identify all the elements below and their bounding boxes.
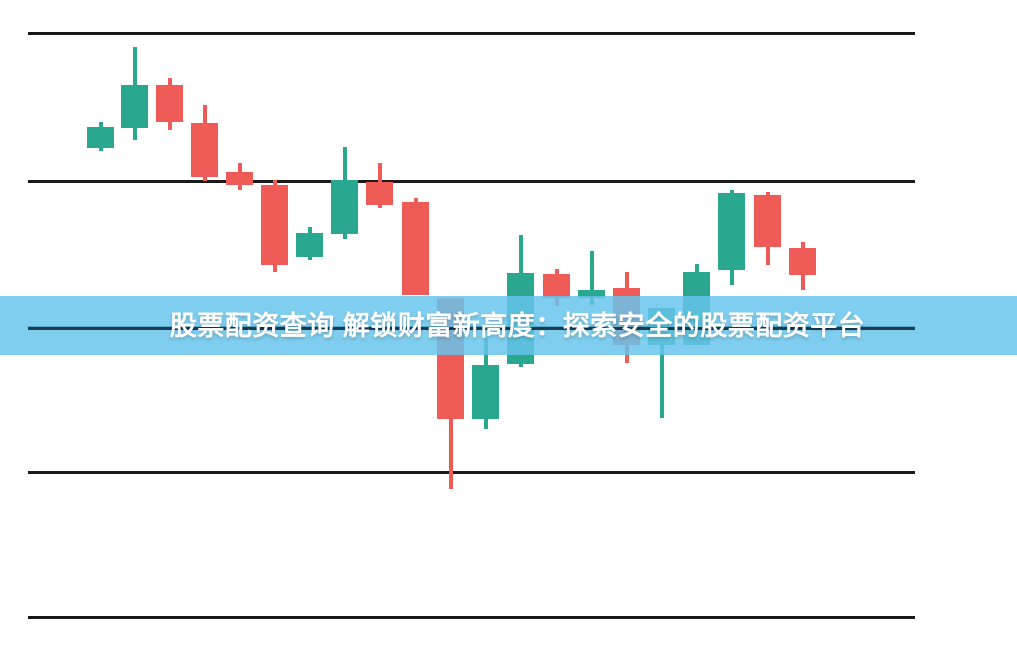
gridline bbox=[28, 471, 915, 474]
candle-body bbox=[191, 123, 218, 177]
gridline bbox=[28, 180, 915, 183]
candle-body bbox=[789, 248, 816, 275]
gridline bbox=[28, 32, 915, 35]
candle-wick bbox=[660, 308, 664, 418]
candle-body bbox=[156, 85, 183, 122]
candle-body bbox=[366, 182, 393, 205]
candle-body bbox=[402, 202, 429, 295]
candle-body bbox=[226, 172, 253, 185]
banner-midline bbox=[28, 327, 915, 330]
banner-title: 股票配资查询 解锁财富新高度：探索安全的股票配资平台 bbox=[169, 311, 866, 341]
candle-body bbox=[578, 290, 605, 298]
candle-body bbox=[296, 233, 323, 257]
candle-body bbox=[121, 85, 148, 128]
candle-wick bbox=[590, 251, 594, 305]
promo-banner: 股票配资查询 解锁财富新高度：探索安全的股票配资平台 bbox=[0, 296, 1017, 355]
gridline bbox=[28, 616, 915, 619]
candle-body bbox=[331, 180, 358, 234]
candle-body bbox=[718, 193, 745, 270]
candle-body bbox=[261, 185, 288, 265]
candle-body bbox=[472, 365, 499, 419]
candle-body bbox=[754, 195, 781, 247]
candle-body bbox=[87, 127, 114, 148]
candle-body bbox=[543, 274, 570, 298]
